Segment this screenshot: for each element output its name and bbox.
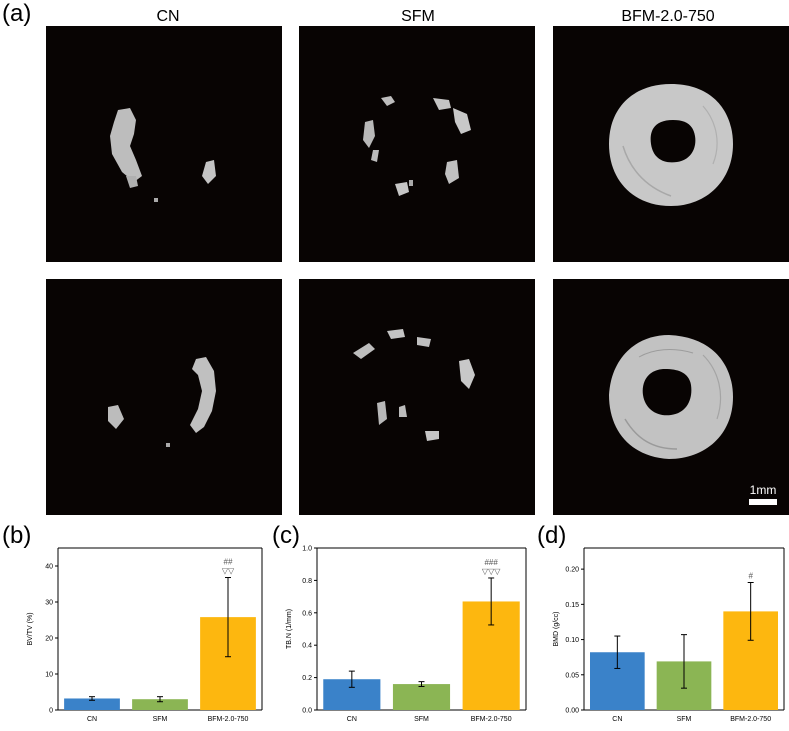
bvtv-y-label: BV/TV (%) xyxy=(27,612,34,645)
bvtv-bar-1 xyxy=(132,699,188,710)
chart-bvtv-svg: 0 10 20 30 40 BV/TV (%) CN SFM BFM-2.0-750 ##▽▽ xyxy=(27,547,263,723)
tbn-significance-mark: ### xyxy=(484,558,498,567)
microct-image-sfm-bottom xyxy=(299,279,535,515)
panel-c-label: (c) xyxy=(272,522,300,549)
bmd-y-tick-label: 0.00 xyxy=(565,708,579,715)
bmd-y-tick-label: 0.20 xyxy=(565,567,579,574)
bmd-y-tick-label: 0.15 xyxy=(565,602,579,609)
bvtv-category-label: BFM-2.0-750 xyxy=(208,716,249,723)
panel-d-label: (d) xyxy=(537,522,567,549)
tbn-y-label: TB.N (1/mm) xyxy=(286,609,293,649)
tbn-significance-mark: ▽▽▽ xyxy=(482,567,501,576)
column-title-sfm: SFM xyxy=(401,8,435,25)
tbn-y-tick-label: 0.2 xyxy=(302,675,312,682)
chart-bvtv: 0 10 20 30 40 BV/TV (%) CN SFM BFM-2.0-750 ## ▽▽ xyxy=(0,540,270,731)
bvtv-significance-mark: ## xyxy=(224,558,233,567)
panel-b-label: (b) xyxy=(2,522,32,549)
bvtv-category-label: CN xyxy=(87,716,97,723)
tbn-y-tick-label: 0.4 xyxy=(302,643,312,650)
panel-a-label: (a) xyxy=(2,0,32,27)
bmd-category-label: SFM xyxy=(677,716,692,723)
tbn-y-tick-label: 1.0 xyxy=(302,546,312,553)
tbn-bar-1 xyxy=(392,684,451,710)
bvtv-significance-mark: ▽▽ xyxy=(222,567,235,576)
chart-tbn: 0.0 0.2 0.4 0.6 0.8 1.0 TB.N (1/mm) CN SFM BFM-2.… xyxy=(268,540,534,731)
microct-image-bfm-bottom: 1mm xyxy=(553,279,789,515)
tbn-category-label: CN xyxy=(347,716,357,723)
bmd-y-label: BMD (g/cc) xyxy=(553,612,560,647)
bmd-category-label: CN xyxy=(612,716,622,723)
bvtv-category-label: SFM xyxy=(153,716,168,723)
bvtv-y-tick-label: 0 xyxy=(49,708,53,715)
bvtv-y-tick-label: 30 xyxy=(45,600,53,607)
scale-bar: 1mm xyxy=(743,483,783,505)
microct-image-sfm-top xyxy=(299,26,535,262)
bmd-significance-mark: # xyxy=(748,572,753,581)
bvtv-y-tick-label: 40 xyxy=(45,564,53,571)
scale-bar-label: 1mm xyxy=(749,483,777,497)
microct-image-cn-top xyxy=(46,26,282,262)
tbn-y-tick-label: 0.8 xyxy=(302,578,312,585)
bmd-y-tick-label: 0.05 xyxy=(565,672,579,679)
microct-image-bfm-top xyxy=(553,26,789,262)
bmd-y-tick-label: 0.10 xyxy=(565,637,579,644)
chart-tbn-svg: 0.0 0.2 0.4 0.6 0.8 1.0 TB.N (1/mm) CN SFM BFM-2.… xyxy=(286,546,527,723)
bvtv-bar-0 xyxy=(64,698,120,710)
scale-bar-line xyxy=(749,499,777,505)
chart-bmd: 0.00 0.05 0.10 0.15 0.20 BMD (g/cc) CN SFM BFM-2… xyxy=(534,540,789,731)
bmd-category-label: BFM-2.0-750 xyxy=(730,716,771,723)
microct-image-cn-bottom xyxy=(46,279,282,515)
bvtv-y-tick-label: 10 xyxy=(45,672,53,679)
tbn-category-label: BFM-2.0-750 xyxy=(471,716,512,723)
tbn-category-label: SFM xyxy=(414,716,429,723)
tbn-y-tick-label: 0.6 xyxy=(302,610,312,617)
tbn-y-tick-label: 0.0 xyxy=(302,708,312,715)
column-title-cn: CN xyxy=(156,8,180,25)
chart-bmd-svg: 0.00 0.05 0.10 0.15 0.20 BMD (g/cc) CN SFM BFM-2… xyxy=(553,547,785,723)
column-title-bfm: BFM-2.0-750 xyxy=(621,8,715,25)
bvtv-y-tick-label: 20 xyxy=(45,636,53,643)
